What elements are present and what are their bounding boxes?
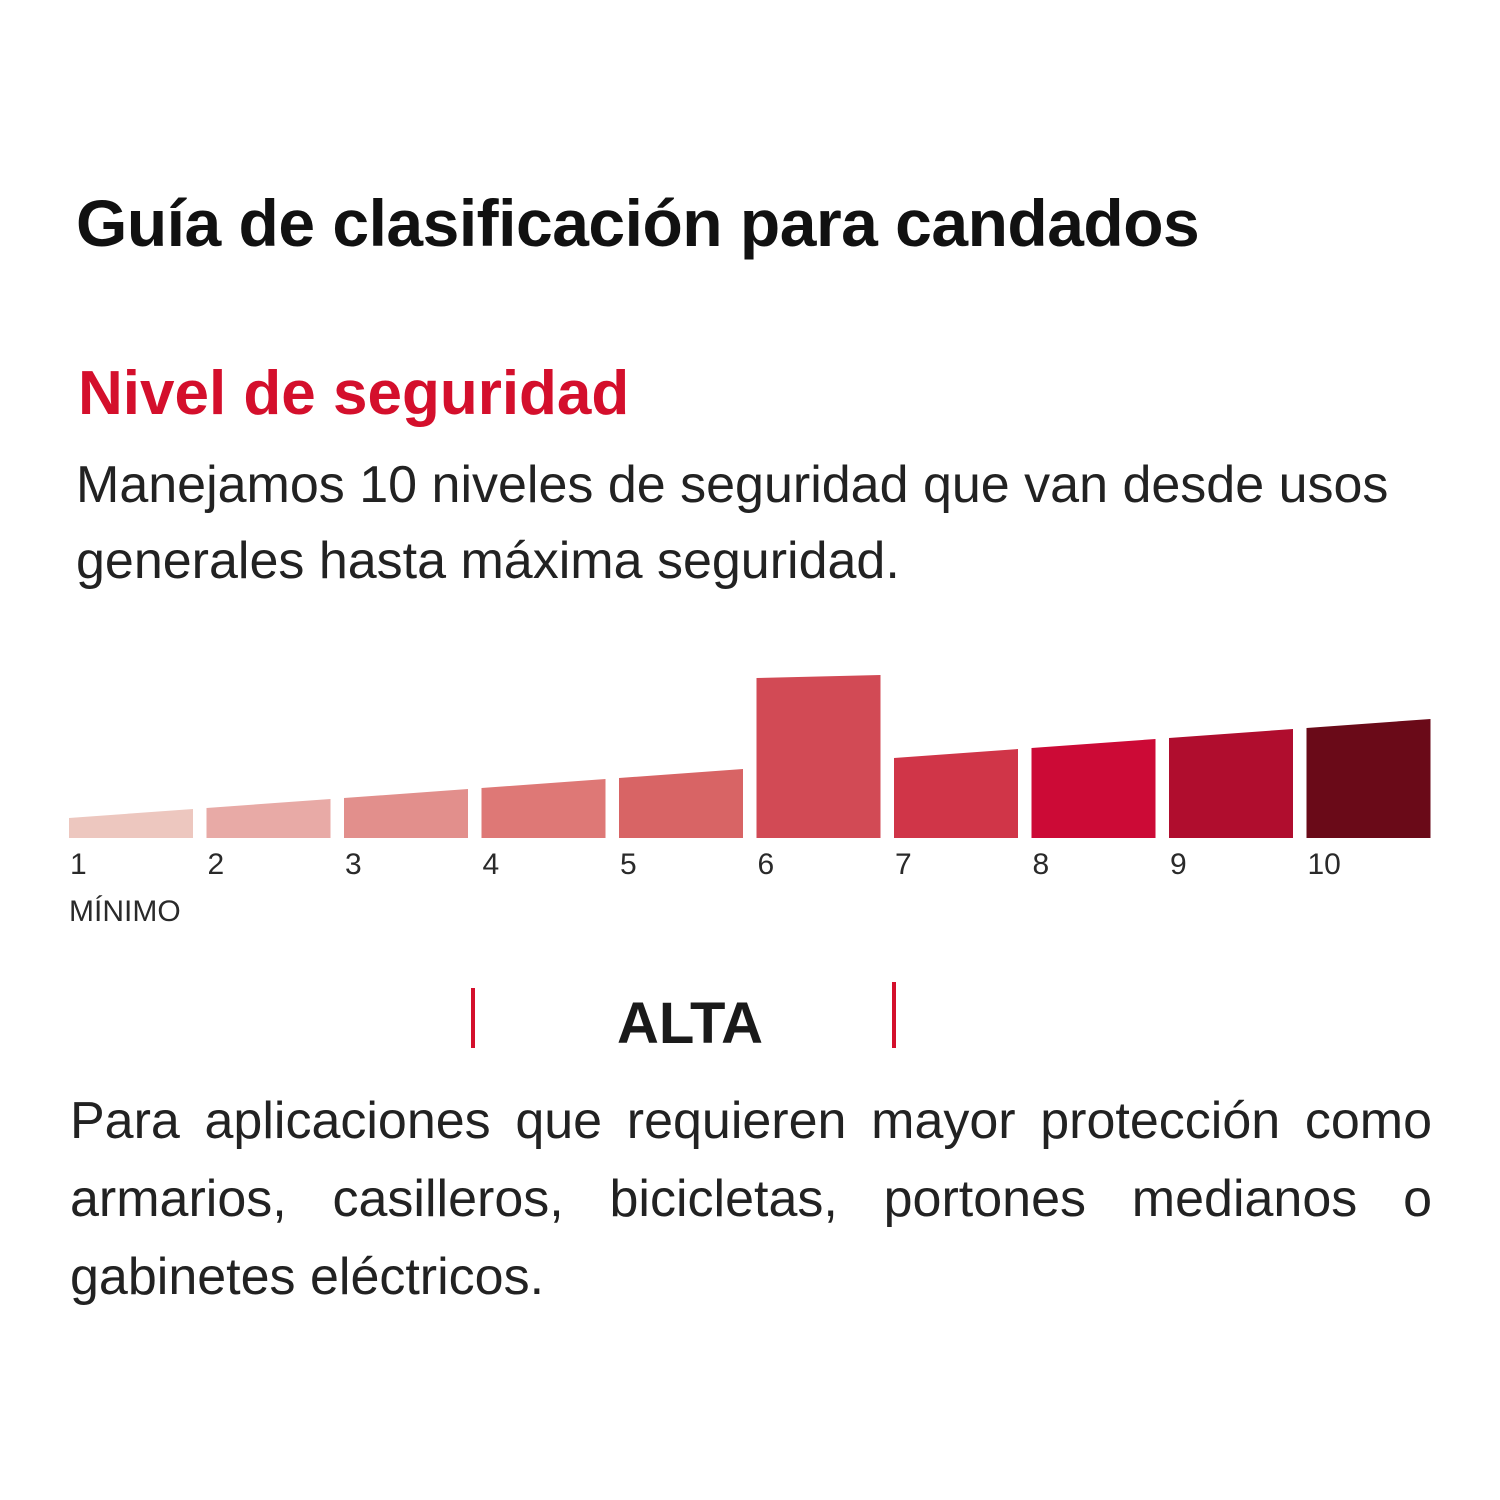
level-number-5: 5: [620, 848, 637, 881]
level-bar-9: [1169, 729, 1293, 838]
intro-text: Manejamos 10 niveles de seguridad que va…: [76, 456, 1389, 590]
level-number-9: 9: [1170, 848, 1187, 881]
level-number-3: 3: [345, 848, 362, 881]
level-bar-5: [619, 769, 743, 838]
level-number-8: 8: [1033, 848, 1050, 881]
page-title: Guía de clasificación para candados: [76, 186, 1200, 260]
level-bar-10: [1306, 719, 1431, 838]
level-bar-1: [69, 809, 193, 838]
section-subtitle: Nivel de seguridad: [78, 359, 630, 428]
level-bar-8: [1031, 739, 1156, 838]
level-number-1: 1: [70, 848, 87, 881]
range-marker-right: [892, 982, 896, 1048]
security-level-label: ALTA: [616, 991, 764, 1056]
level-number-2: 2: [208, 848, 225, 881]
level-bar-2: [206, 799, 331, 838]
security-level-scale: 1 2 3 4 5 6 7 8 9 10 MÍNIMO: [69, 675, 1431, 928]
range-marker-left: [471, 988, 475, 1048]
level-bar-4: [481, 779, 606, 838]
level-description: Para aplicaciones que requieren mayor pr…: [70, 1092, 1432, 1306]
level-bar-3: [344, 789, 468, 838]
level-bar-7: [894, 749, 1018, 838]
level-bar-6: [756, 675, 881, 838]
level-number-7: 7: [895, 848, 912, 881]
level-number-4: 4: [483, 848, 500, 881]
min-level-label: MÍNIMO: [69, 895, 181, 928]
level-number-6: 6: [758, 848, 775, 881]
level-number-10: 10: [1308, 848, 1341, 881]
